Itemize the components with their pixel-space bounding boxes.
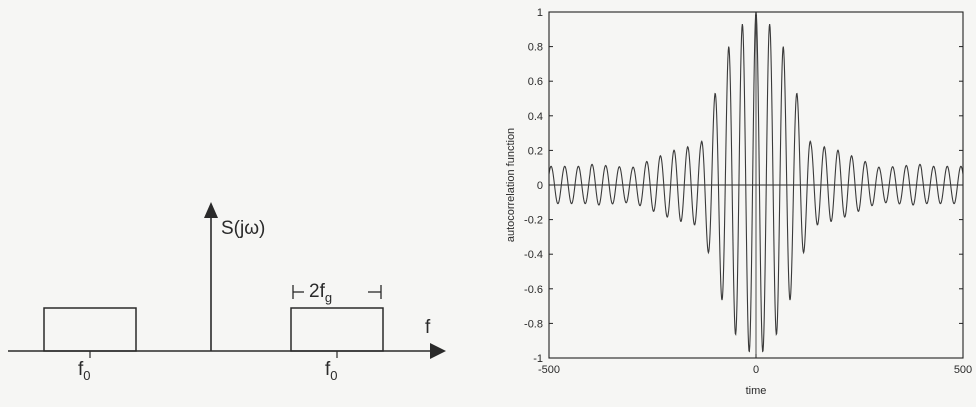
frequency-axis-label: f <box>425 317 431 338</box>
x-tick-label: 0 <box>753 364 759 376</box>
y-tick-label: -0.2 <box>524 215 543 227</box>
y-tick-label: 0.6 <box>528 76 543 88</box>
negative-center-frequency-label: f0 <box>78 359 91 383</box>
y-tick-label: -0.6 <box>524 284 543 296</box>
frequency-axis-arrowhead <box>430 343 446 359</box>
positive-center-frequency-label: f0 <box>325 359 338 383</box>
negative-center-label-subscript: 0 <box>83 368 90 383</box>
autocorrelation-curve-group <box>548 11 964 358</box>
positive-center-label-subscript: 0 <box>330 368 337 383</box>
y-tick-label: 0.4 <box>528 111 543 123</box>
bandwidth-label-subscript: g <box>325 290 332 305</box>
positive-center-label-main: f <box>325 359 331 380</box>
bandwidth-label: 2fg <box>309 281 332 305</box>
x-tick-label: 500 <box>954 364 972 376</box>
y-tick-label: -0.4 <box>524 249 543 261</box>
y-tick-label: -1 <box>533 353 543 365</box>
y-tick-label: 0.2 <box>528 145 543 157</box>
y-tick-label: 0.8 <box>528 42 543 54</box>
positive-frequency-band <box>290 307 384 352</box>
autocorrelation-plot: -1 -0.8 -0.6 -0.4 -0.2 0 0.2 0.4 0.6 0.8 1 -500 0 500… <box>505 7 972 397</box>
spectrum-axis-label: S(jω) <box>221 218 265 239</box>
y-tick-label: 0 <box>537 180 543 192</box>
bandwidth-label-main: 2f <box>309 281 326 302</box>
spectrum-axis-arrowhead <box>204 202 218 218</box>
x-axis-title: time <box>746 385 767 397</box>
y-axis-title: autocorrelation function <box>505 128 517 242</box>
negative-frequency-band <box>43 307 137 352</box>
plot-ticks: -1 -0.8 -0.6 -0.4 -0.2 0 0.2 0.4 0.6 0.8 1 -500 0 500 <box>524 7 972 376</box>
spectrum-sketch: S(jω) f 2fg f0 f0 <box>8 202 446 383</box>
negative-center-label-main: f <box>78 359 84 380</box>
x-tick-label: -500 <box>538 364 560 376</box>
y-tick-label: -0.8 <box>524 318 543 330</box>
y-tick-label: 1 <box>537 7 543 19</box>
